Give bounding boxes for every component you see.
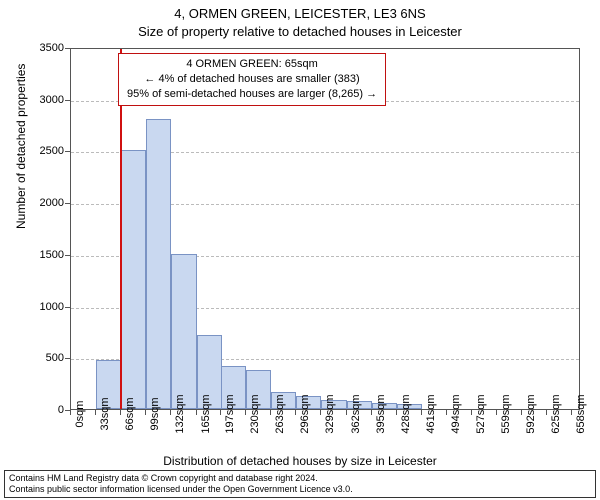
x-tick-label: 625sqm — [550, 394, 562, 433]
y-tick-label: 2000 — [4, 197, 64, 209]
annotation-line-3: 95% of semi-detached houses are larger (… — [127, 87, 377, 102]
x-tick-label: 527sqm — [475, 394, 487, 433]
x-tick-label: 165sqm — [200, 394, 212, 433]
x-tick-mark — [145, 410, 146, 415]
x-tick-mark — [270, 410, 271, 415]
footer-attribution: Contains HM Land Registry data © Crown c… — [4, 470, 596, 498]
x-tick-mark — [496, 410, 497, 415]
x-tick-label: 230sqm — [249, 394, 261, 433]
y-tick-label: 3000 — [4, 94, 64, 106]
y-tick-label: 3500 — [4, 42, 64, 54]
x-tick-label: 99sqm — [149, 397, 161, 430]
x-tick-label: 33sqm — [99, 397, 111, 430]
x-tick-mark — [396, 410, 397, 415]
x-tick-mark — [320, 410, 321, 415]
x-tick-label: 559sqm — [500, 394, 512, 433]
x-tick-label: 494sqm — [450, 394, 462, 433]
chart-title-main: 4, ORMEN GREEN, LEICESTER, LE3 6NS — [0, 6, 600, 21]
x-tick-label: 592sqm — [525, 394, 537, 433]
annotation-line-2: ← 4% of detached houses are smaller (383… — [127, 72, 377, 87]
histogram-bar — [171, 254, 196, 409]
x-tick-mark — [170, 410, 171, 415]
histogram-bar — [146, 119, 171, 409]
x-tick-label: 395sqm — [375, 394, 387, 433]
x-tick-label: 658sqm — [575, 394, 587, 433]
chart-container: 4, ORMEN GREEN, LEICESTER, LE3 6NS Size … — [0, 0, 600, 500]
x-tick-label: 197sqm — [224, 394, 236, 433]
x-tick-label: 0sqm — [74, 401, 86, 428]
x-tick-mark — [120, 410, 121, 415]
x-tick-label: 362sqm — [350, 394, 362, 433]
x-tick-mark — [220, 410, 221, 415]
x-tick-mark — [245, 410, 246, 415]
x-tick-label: 329sqm — [324, 394, 336, 433]
annotation-box: 4 ORMEN GREEN: 65sqm ← 4% of detached ho… — [118, 53, 386, 106]
annotation-line-1: 4 ORMEN GREEN: 65sqm — [127, 57, 377, 72]
x-tick-label: 296sqm — [299, 394, 311, 433]
y-tick-label: 500 — [4, 352, 64, 364]
histogram-bar — [121, 150, 146, 409]
y-tick-label: 1500 — [4, 249, 64, 261]
x-tick-label: 263sqm — [274, 394, 286, 433]
chart-title-sub: Size of property relative to detached ho… — [0, 24, 600, 39]
x-tick-mark — [421, 410, 422, 415]
x-tick-mark — [546, 410, 547, 415]
y-tick-label: 1000 — [4, 301, 64, 313]
x-tick-label: 428sqm — [400, 394, 412, 433]
x-tick-mark — [521, 410, 522, 415]
x-tick-mark — [346, 410, 347, 415]
x-tick-mark — [70, 410, 71, 415]
x-tick-mark — [571, 410, 572, 415]
x-tick-mark — [196, 410, 197, 415]
x-tick-mark — [295, 410, 296, 415]
x-tick-label: 66sqm — [124, 397, 136, 430]
y-tick-label: 0 — [4, 404, 64, 416]
footer-line-1: Contains HM Land Registry data © Crown c… — [9, 473, 591, 484]
x-tick-label: 132sqm — [174, 394, 186, 433]
x-tick-mark — [371, 410, 372, 415]
x-axis-label: Distribution of detached houses by size … — [0, 454, 600, 468]
footer-line-2: Contains public sector information licen… — [9, 484, 591, 495]
x-tick-mark — [471, 410, 472, 415]
x-tick-mark — [446, 410, 447, 415]
x-tick-label: 461sqm — [425, 394, 437, 433]
x-tick-mark — [95, 410, 96, 415]
y-tick-label: 2500 — [4, 145, 64, 157]
